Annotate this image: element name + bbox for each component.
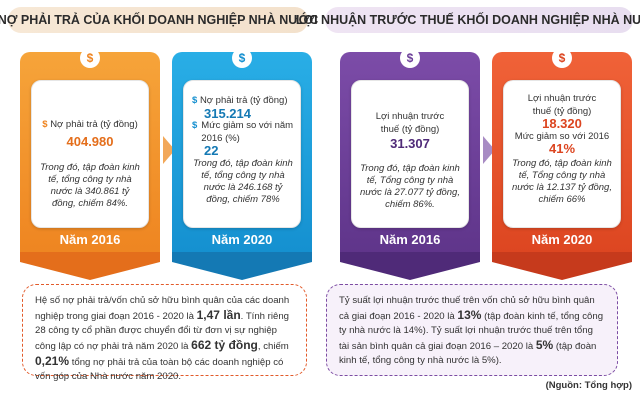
debt-2020-label2-row: $ Mức giảm so với năm 2016 (%) xyxy=(192,120,294,145)
debt-2016-label-row: $ Nợ phải trả (tỷ đồng) xyxy=(38,119,142,132)
note-debt: Hệ số nợ phải trả/vốn chủ sở hữu bình qu… xyxy=(22,284,307,382)
profit-2020-value: 18.320 xyxy=(542,116,582,131)
note-profit: Tỷ suất lợi nhuận trước thuế trên vốn ch… xyxy=(326,284,618,376)
dollar-coin-icon: $ xyxy=(80,48,100,68)
dollar-coin-icon: $ xyxy=(400,48,420,68)
profit-2020-value2: 41% xyxy=(548,141,576,156)
debt-2016-value: 404.980 xyxy=(66,133,114,149)
debt-2016-note: Trong đó, tập đoàn kinh tế, tổng công ty… xyxy=(40,162,140,209)
source-credit: (Nguồn: Tổng hợp) xyxy=(545,380,632,391)
ribbon-tail-debt-2020 xyxy=(172,252,312,280)
debt-2020-label2: Mức giảm so với năm 2016 (%) xyxy=(201,120,294,144)
profit-2020-label2: Mức giảm so với 2016 xyxy=(514,130,610,142)
debt-2020-value: 315.214 xyxy=(204,105,251,121)
note-debt-text-3: , chiếm xyxy=(257,341,289,352)
card-debt-2020: $ Nợ phải trả (tỷ đồng) 315.214 $ Mức gi… xyxy=(183,80,301,228)
note-debt-text-2: . Tính riêng 28 công ty cổ phần được chu… xyxy=(35,311,290,352)
dollar-bullet-icon: $ xyxy=(192,95,198,106)
year-label-debt-2016: Năm 2016 xyxy=(59,232,121,247)
note-debt-text-4: tổng nợ phải trả của toàn bộ các doanh n… xyxy=(35,357,284,382)
profit-2020-label: Lợi nhuận trước thuế (tỷ đồng) xyxy=(527,93,597,117)
section-title-debt: NỢ PHẢI TRẢ CỦA KHỐI DOANH NGHIỆP NHÀ NƯ… xyxy=(0,7,318,33)
ribbon-tail-debt-2016 xyxy=(20,252,160,280)
debt-2016-label: Nợ phải trả (tỷ đồng) xyxy=(50,119,138,130)
ribbon-tail-profit-2016 xyxy=(340,252,480,280)
note-profit-bold-2: 5% xyxy=(535,338,554,352)
card-debt-2016: $ Nợ phải trả (tỷ đồng) 404.980 Trong đó… xyxy=(31,80,149,228)
profit-2020-note: Trong đó, tập đoàn kinh tế, Tổng công ty… xyxy=(512,157,612,205)
year-label-profit-2016: Năm 2016 xyxy=(379,232,441,247)
debt-2020-label-row: $ Nợ phải trả (tỷ đồng) xyxy=(192,95,294,108)
note-debt-bold-2: 662 tỷ đồng xyxy=(191,338,258,352)
debt-2020-value2: 22 xyxy=(204,143,219,158)
note-debt-text-1: Hệ số nợ phải trả/vốn chủ sở hữu bình qu… xyxy=(35,295,290,322)
note-profit-text-2: (tập đoàn kinh tế, tổng công ty nhà nước… xyxy=(339,311,604,352)
note-debt-bold-3: 0,21% xyxy=(35,354,70,368)
dollar-bullet-icon: $ xyxy=(42,119,48,130)
note-profit-text-3: (tập đoàn kinh tế, tổng công ty nhà nước… xyxy=(339,341,597,366)
section-title-profit: LỢI NHUẬN TRƯỚC THUẾ KHỐI DOANH NGHIỆP N… xyxy=(296,7,640,33)
note-profit-text-1: Tỷ suất lợi nhuận trước thuế trên vốn ch… xyxy=(339,295,595,322)
card-profit-2016: Lợi nhuận trước thuế (tỷ đồng) 31.307 Tr… xyxy=(351,80,469,228)
dollar-coin-icon: $ xyxy=(552,48,572,68)
note-debt-bold-1: 1,47 lần xyxy=(196,308,241,322)
year-label-debt-2020: Năm 2020 xyxy=(211,232,273,247)
profit-2016-note: Trong đó, tập đoàn kinh tế, Tổng công ty… xyxy=(360,162,460,210)
dollar-bullet-icon: $ xyxy=(192,120,198,131)
debt-2020-label: Nợ phải trả (tỷ đồng) xyxy=(199,95,288,106)
debt-2020-note: Trong đó, tập đoàn kinh tế, tổng công ty… xyxy=(193,157,293,205)
profit-2016-value: 31.307 xyxy=(390,136,430,151)
year-label-profit-2020: Năm 2020 xyxy=(531,232,593,247)
dollar-coin-icon: $ xyxy=(232,48,252,68)
card-profit-2020: Lợi nhuận trước thuế (tỷ đồng) 18.320 Mứ… xyxy=(503,80,621,228)
profit-2016-label: Lợi nhuận trước thuế (tỷ đồng) xyxy=(375,111,445,135)
ribbon-tail-profit-2020 xyxy=(492,252,632,280)
note-profit-bold-1: 13% xyxy=(457,308,482,322)
